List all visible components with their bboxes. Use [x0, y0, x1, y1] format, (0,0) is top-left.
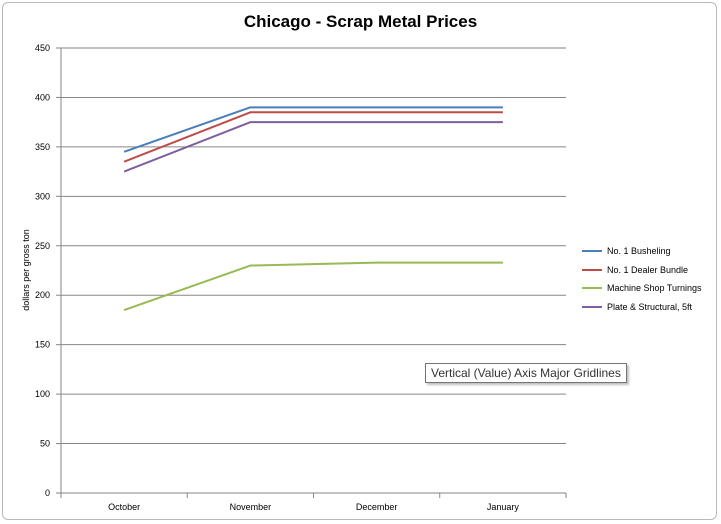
x-tick-label: October [108, 502, 140, 512]
legend-label: Plate & Structural, 5ft [607, 301, 693, 312]
series-line[interactable] [123, 111, 503, 163]
series-line[interactable] [123, 106, 503, 153]
legend-item[interactable]: No. 1 Busheling [582, 242, 702, 261]
series-line[interactable] [123, 261, 503, 311]
legend-label: No. 1 Dealer Bundle [607, 264, 689, 275]
y-tick-label: 400 [35, 92, 50, 102]
legend-swatch [582, 250, 602, 253]
y-tick-label: 200 [35, 290, 50, 300]
legend-item[interactable]: Machine Shop Turnings [582, 279, 702, 298]
y-tick-label: 150 [35, 340, 50, 350]
legend-item[interactable]: Plate & Structural, 5ft [582, 298, 702, 317]
legend[interactable]: No. 1 Busheling No. 1 Dealer Bundle Machin… [582, 242, 702, 316]
legend-swatch [582, 287, 602, 290]
y-tick-label: 350 [35, 142, 50, 152]
x-tick-label: December [356, 502, 398, 512]
series-line[interactable] [123, 121, 503, 173]
y-tick-label: 250 [35, 241, 50, 251]
chart-title: Chicago - Scrap Metal Prices [243, 12, 478, 31]
tooltip: Vertical (Value) Axis Major Gridlines [425, 363, 627, 383]
legend-swatch [582, 305, 602, 308]
y-tick-label: 300 [35, 191, 50, 201]
x-tick-label: January [487, 502, 520, 512]
legend-swatch [582, 268, 602, 271]
y-tick-label: 450 [35, 43, 50, 53]
y-tick-label: 50 [40, 439, 50, 449]
y-tick-label: 100 [35, 389, 50, 399]
x-tick-label: November [230, 502, 272, 512]
y-tick-label: 0 [45, 488, 50, 498]
legend-label: No. 1 Busheling [607, 246, 671, 257]
legend-item[interactable]: No. 1 Dealer Bundle [582, 261, 702, 280]
legend-label: Machine Shop Turnings [607, 283, 702, 294]
